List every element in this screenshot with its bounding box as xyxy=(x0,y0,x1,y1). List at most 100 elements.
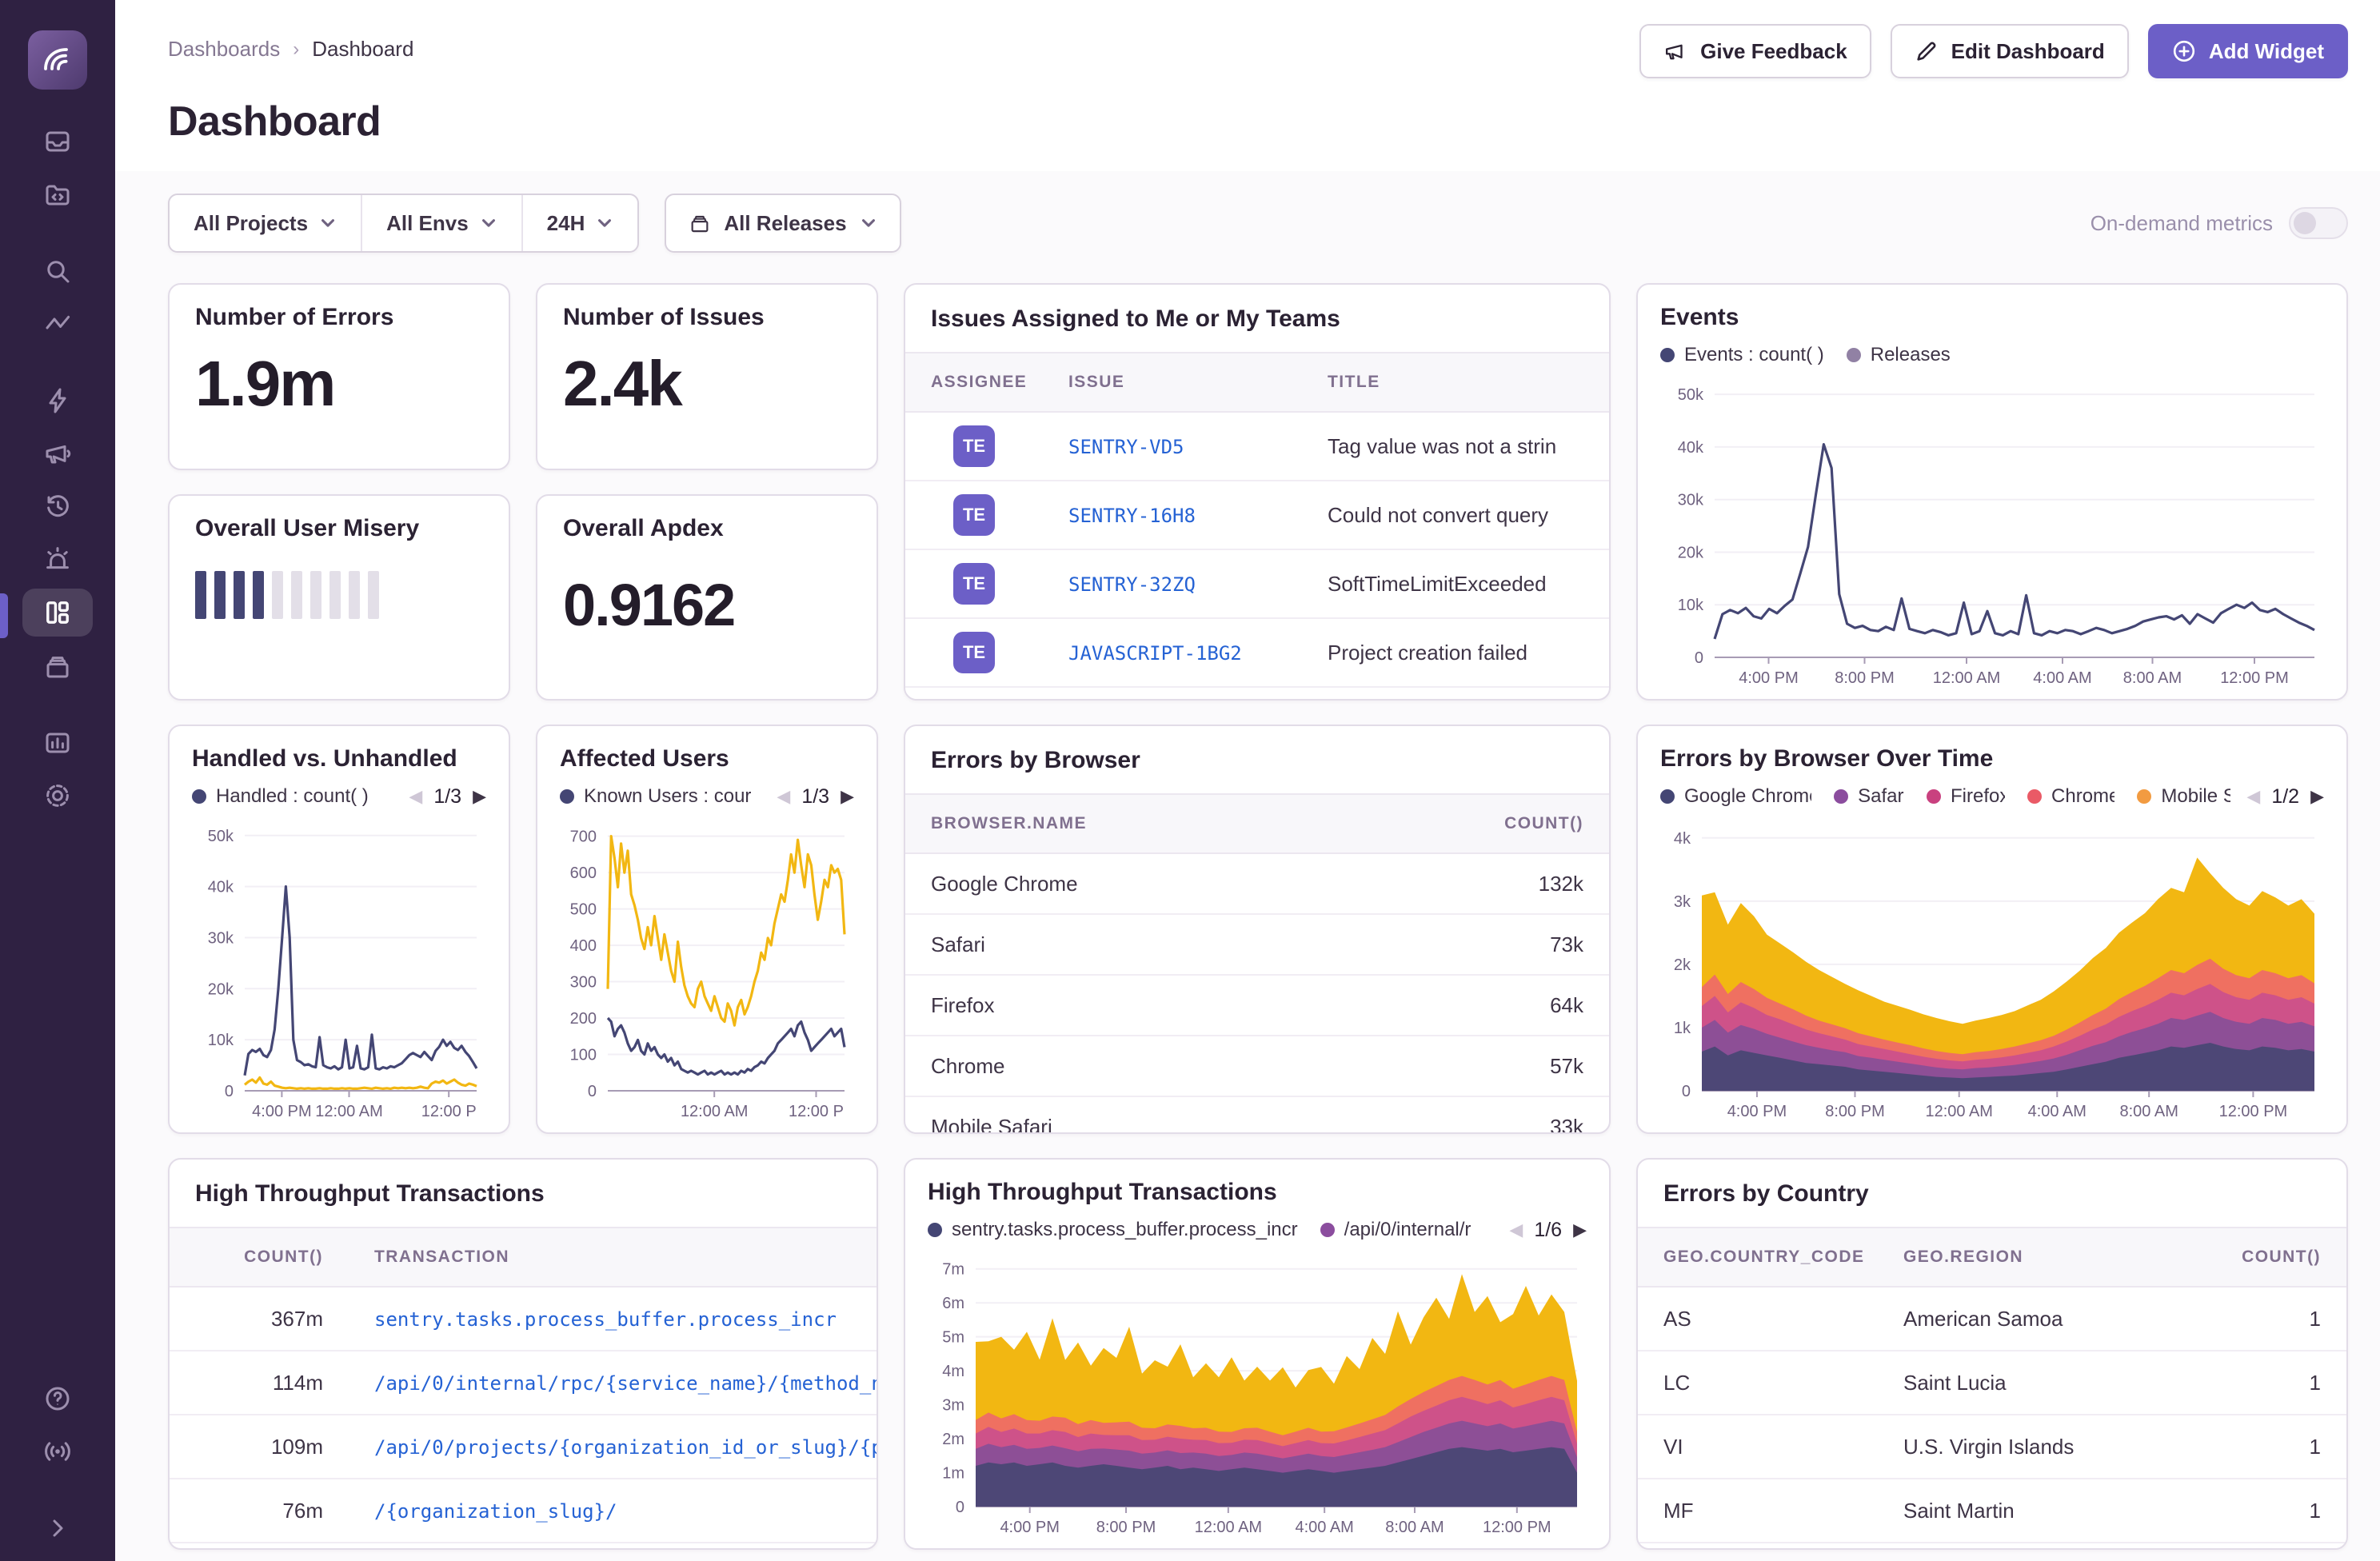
assignee-badge[interactable]: TE xyxy=(953,494,995,536)
column-header[interactable]: GEO.COUNTRY_CODE xyxy=(1638,1228,1878,1286)
prev-icon[interactable]: ◀ xyxy=(2246,786,2260,807)
column-header[interactable]: TITLE xyxy=(1302,353,1609,411)
give-feedback-button[interactable]: Give Feedback xyxy=(1639,24,1871,78)
alerts-icon[interactable] xyxy=(22,533,93,585)
column-header[interactable]: ISSUE xyxy=(1043,353,1302,411)
legend-item[interactable]: Safari xyxy=(1834,785,1904,808)
table-row[interactable]: VIU.S. Virgin Islands1 xyxy=(1638,1415,2346,1479)
environment-filter[interactable]: All Envs xyxy=(361,195,521,251)
widget-apdex[interactable]: Overall Apdex 0.9162 xyxy=(536,494,878,701)
widget-number-of-issues[interactable]: Number of Issues 2.4k xyxy=(536,283,878,470)
widget-errors-by-browser[interactable]: Errors by Browser BROWSER.NAMECOUNT()Goo… xyxy=(904,725,1611,1134)
widget-errors-by-browser-over-time[interactable]: Errors by Browser Over Time Google Chrom… xyxy=(1636,725,2348,1134)
assignee-badge[interactable]: TE xyxy=(953,632,995,673)
next-icon[interactable]: ▶ xyxy=(841,786,854,807)
prev-icon[interactable]: ◀ xyxy=(409,786,422,807)
table-row[interactable]: Chrome57k xyxy=(905,1036,1609,1097)
megaphone-icon[interactable] xyxy=(22,427,93,480)
legend-dot-icon xyxy=(2137,789,2151,804)
legend-item[interactable]: Handled : count( ) xyxy=(192,785,369,808)
widget-user-misery[interactable]: Overall User Misery xyxy=(168,494,510,701)
table-row[interactable]: 367msentry.tasks.process_buffer.process_… xyxy=(170,1288,877,1351)
table-row[interactable]: Safari73k xyxy=(905,915,1609,976)
widget-errors-by-country[interactable]: Errors by Country GEO.COUNTRY_CODEGEO.RE… xyxy=(1636,1158,2348,1550)
table-row[interactable]: 114m/api/0/internal/rpc/{service_name}/{… xyxy=(170,1351,877,1415)
table-row[interactable]: 76m/{organization_slug}/ xyxy=(170,1479,877,1543)
assignee-badge[interactable]: TE xyxy=(953,425,995,467)
table-row[interactable]: TESENTRY-32ZQSoftTimeLimitExceeded xyxy=(905,550,1609,619)
svg-text:0: 0 xyxy=(956,1499,964,1516)
table-link[interactable]: JAVASCRIPT-1BG2 xyxy=(1068,642,1242,665)
widget-high-throughput-chart[interactable]: High Throughput Transactions sentry.task… xyxy=(904,1158,1611,1550)
widget-issues-assigned[interactable]: Issues Assigned to Me or My Teams ASSIGN… xyxy=(904,283,1611,701)
feedback-bolt-icon[interactable] xyxy=(22,374,93,427)
column-header[interactable]: GEO.REGION xyxy=(1878,1228,2202,1286)
issues-icon[interactable] xyxy=(22,115,93,168)
legend-item[interactable]: Chrome xyxy=(2027,785,2114,808)
dashboards-icon[interactable] xyxy=(22,589,93,637)
next-icon[interactable]: ▶ xyxy=(1573,1220,1587,1240)
table-row[interactable]: ASAmerican Samoa1 xyxy=(1638,1288,2346,1351)
add-widget-button[interactable]: Add Widget xyxy=(2148,24,2348,78)
legend-item[interactable]: Mobile S xyxy=(2137,785,2230,808)
table-link[interactable]: SENTRY-VD5 xyxy=(1068,436,1184,458)
date-range-filter[interactable]: 24H xyxy=(521,195,638,251)
edit-dashboard-button[interactable]: Edit Dashboard xyxy=(1891,24,2129,78)
help-icon[interactable] xyxy=(22,1372,93,1425)
table-row[interactable]: 109m/api/0/projects/{organization_id_or_… xyxy=(170,1415,877,1479)
column-header[interactable]: TRANSACTION xyxy=(349,1228,877,1286)
table-link[interactable]: /api/0/internal/rpc/{service_name}/{meth… xyxy=(374,1372,877,1395)
column-header[interactable]: COUNT() xyxy=(1401,795,1609,852)
table-row[interactable]: TESENTRY-VD5Tag value was not a strin xyxy=(905,413,1609,481)
table-row[interactable]: Firefox64k xyxy=(905,976,1609,1036)
widget-number-of-errors[interactable]: Number of Errors 1.9m xyxy=(168,283,510,470)
on-demand-metrics-toggle[interactable] xyxy=(2289,207,2348,239)
broadcast-icon[interactable] xyxy=(22,1425,93,1478)
project-filter[interactable]: All Projects xyxy=(170,195,361,251)
settings-icon[interactable] xyxy=(22,769,93,822)
explore-icon[interactable] xyxy=(22,168,93,221)
column-header[interactable]: BROWSER.NAME xyxy=(905,795,1401,852)
table-link[interactable]: SENTRY-32ZQ xyxy=(1068,573,1196,596)
legend-item[interactable]: /api/0/internal/r xyxy=(1320,1219,1472,1241)
legend-item[interactable]: Known Users : cour xyxy=(560,785,751,808)
next-icon[interactable]: ▶ xyxy=(2310,786,2324,807)
widget-affected-users[interactable]: Affected Users Known Users : cour ◀ 1/3 … xyxy=(536,725,878,1134)
breadcrumb-dashboards[interactable]: Dashboards xyxy=(168,37,280,62)
column-header[interactable]: COUNT() xyxy=(170,1228,349,1286)
widget-high-throughput-table[interactable]: High Throughput Transactions COUNT()TRAN… xyxy=(168,1158,878,1550)
prev-icon[interactable]: ◀ xyxy=(1509,1220,1523,1240)
legend-item[interactable]: sentry.tasks.process_buffer.process_incr xyxy=(928,1219,1298,1241)
table-row[interactable]: TESENTRY-16H8Could not convert query xyxy=(905,481,1609,550)
table-link[interactable]: /{organization_slug}/ xyxy=(374,1500,617,1523)
widget-events[interactable]: Events Events : count( )Releases 010k20k… xyxy=(1636,283,2348,701)
prev-icon[interactable]: ◀ xyxy=(777,786,790,807)
traces-icon[interactable] xyxy=(22,297,93,350)
table-row[interactable]: Google Chrome132k xyxy=(905,854,1609,915)
table-link[interactable]: SENTRY-16H8 xyxy=(1068,505,1196,527)
next-icon[interactable]: ▶ xyxy=(473,786,486,807)
widget-handled-vs-unhandled[interactable]: Handled vs. Unhandled Handled : count( )… xyxy=(168,725,510,1134)
table-link[interactable]: /api/0/projects/{organization_id_or_slug… xyxy=(374,1436,877,1459)
column-header[interactable]: ASSIGNEE xyxy=(905,353,1043,411)
releases-filter[interactable]: All Releases xyxy=(665,194,900,253)
legend-item[interactable]: Firefox xyxy=(1927,785,2005,808)
assignee-badge[interactable]: TE xyxy=(953,563,995,605)
collapse-chevron-icon[interactable] xyxy=(22,1502,93,1555)
stats-icon[interactable] xyxy=(22,717,93,769)
table-row[interactable]: Mobile Safari33k xyxy=(905,1097,1609,1132)
column-header[interactable]: COUNT() xyxy=(2202,1228,2346,1286)
svg-text:12:00 AM: 12:00 AM xyxy=(1933,669,2001,687)
legend-item[interactable]: Releases xyxy=(1847,344,1951,366)
table-row[interactable]: LCSaint Lucia1 xyxy=(1638,1351,2346,1415)
legend-item[interactable]: Google Chrome xyxy=(1660,785,1811,808)
search-icon[interactable] xyxy=(22,245,93,297)
table-link[interactable]: sentry.tasks.process_buffer.process_incr xyxy=(374,1308,837,1331)
svg-text:50k: 50k xyxy=(1678,386,1704,404)
table-row[interactable]: TEJAVASCRIPT-1BG2Project creation failed xyxy=(905,619,1609,688)
legend-item[interactable]: Events : count( ) xyxy=(1660,344,1824,366)
releases-icon[interactable] xyxy=(22,640,93,693)
sentry-logo[interactable] xyxy=(28,30,87,90)
table-row[interactable]: MFSaint Martin1 xyxy=(1638,1479,2346,1543)
replays-icon[interactable] xyxy=(22,480,93,533)
